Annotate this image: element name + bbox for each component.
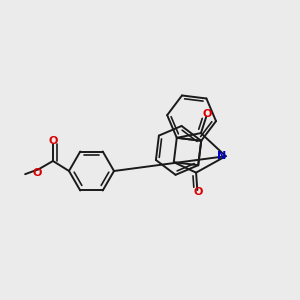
Text: O: O bbox=[194, 188, 203, 197]
Text: N: N bbox=[217, 151, 226, 161]
Text: O: O bbox=[48, 136, 58, 146]
Text: O: O bbox=[202, 109, 212, 119]
Text: O: O bbox=[32, 168, 42, 178]
